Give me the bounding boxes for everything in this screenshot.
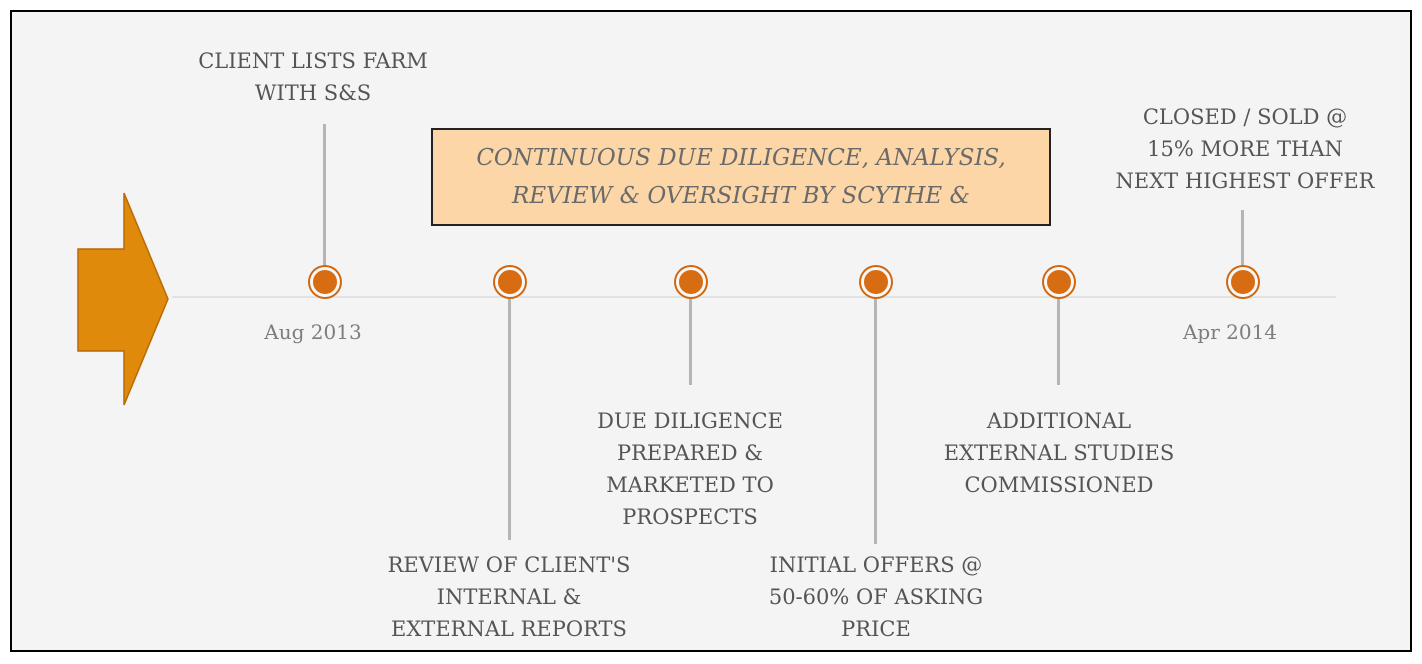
connector-3 bbox=[689, 297, 692, 385]
milestone-5-line-2: EXTERNAL STUDIES bbox=[943, 441, 1175, 465]
connector-1 bbox=[323, 124, 326, 282]
start-date: Aug 2013 bbox=[264, 320, 362, 344]
end-date: Apr 2014 bbox=[1182, 320, 1278, 344]
milestone-label-4: INITIAL OFFERS @ 50-60% OF ASKING PRICE bbox=[769, 549, 983, 645]
milestone-3-line-3: MARKETED TO bbox=[606, 473, 774, 497]
milestone-5-line-3: COMMISSIONED bbox=[964, 473, 1154, 497]
milestone-5-line-1: ADDITIONAL bbox=[986, 409, 1132, 433]
milestone-2-line-3: EXTERNAL REPORTS bbox=[391, 617, 627, 641]
timeline-diagram: Aug 2013 Apr 2014 CONTINUOUS DUE DILIGEN… bbox=[10, 10, 1412, 652]
milestone-label-2: REVIEW OF CLIENT'S INTERNAL & EXTERNAL R… bbox=[388, 549, 631, 645]
milestone-dot-2 bbox=[495, 267, 525, 297]
banner-line-2: REVIEW & OVERSIGHT BY SCYTHE & bbox=[512, 183, 970, 209]
banner-line-1: CONTINUOUS DUE DILIGENCE, ANALYSIS, bbox=[476, 145, 1006, 171]
milestone-1-line-1: CLIENT LISTS FARM bbox=[198, 49, 428, 73]
milestone-label-6: CLOSED / SOLD @ 15% MORE THAN NEXT HIGHE… bbox=[1116, 101, 1375, 197]
milestone-4-line-2: 50-60% OF ASKING bbox=[768, 585, 984, 609]
milestone-3-line-1: DUE DILIGENCE bbox=[597, 409, 783, 433]
milestone-dot-3 bbox=[676, 267, 706, 297]
milestone-6-line-2: 15% MORE THAN bbox=[1147, 137, 1343, 161]
milestone-4-line-1: INITIAL OFFERS @ bbox=[769, 553, 983, 577]
milestone-label-5: ADDITIONAL EXTERNAL STUDIES COMMISSIONED bbox=[944, 405, 1175, 501]
milestone-6-line-3: NEXT HIGHEST OFFER bbox=[1115, 169, 1375, 193]
milestone-2-line-2: INTERNAL & bbox=[436, 585, 582, 609]
connector-5 bbox=[1057, 297, 1060, 385]
connector-6 bbox=[1241, 210, 1244, 282]
milestone-label-3: DUE DILIGENCE PREPARED & MARKETED TO PRO… bbox=[597, 405, 783, 533]
milestone-3-line-2: PREPARED & bbox=[616, 441, 763, 465]
milestone-3-line-4: PROSPECTS bbox=[622, 505, 758, 529]
due-diligence-banner: CONTINUOUS DUE DILIGENCE, ANALYSIS, REVI… bbox=[431, 128, 1051, 226]
milestone-2-line-1: REVIEW OF CLIENT'S bbox=[387, 553, 631, 577]
connector-2 bbox=[508, 297, 511, 540]
start-arrow-icon bbox=[77, 192, 169, 406]
milestone-label-1: CLIENT LISTS FARM WITH S&S bbox=[198, 45, 428, 109]
milestone-dot-1 bbox=[310, 267, 340, 297]
milestone-dot-4 bbox=[861, 267, 891, 297]
milestone-dot-6 bbox=[1228, 267, 1258, 297]
connector-4 bbox=[874, 297, 877, 544]
milestone-1-line-2: WITH S&S bbox=[254, 81, 372, 105]
milestone-dot-5 bbox=[1044, 267, 1074, 297]
milestone-6-line-1: CLOSED / SOLD @ bbox=[1142, 105, 1348, 129]
milestone-4-line-3: PRICE bbox=[841, 617, 911, 641]
timeline-axis bbox=[172, 296, 1336, 298]
